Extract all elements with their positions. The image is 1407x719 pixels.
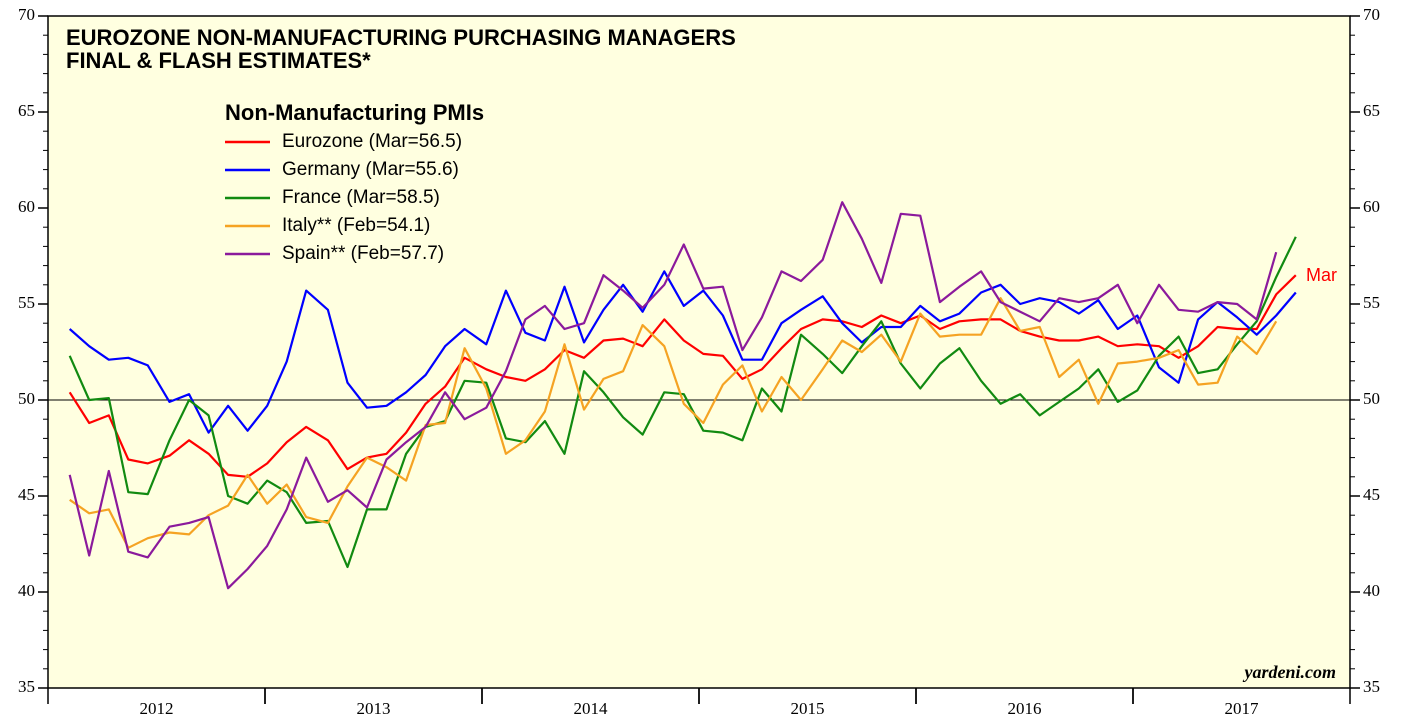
series-line xyxy=(68,270,1297,434)
series-line xyxy=(69,297,1278,549)
y-tick-label: 55 xyxy=(18,293,35,312)
y-tick-label: 70 xyxy=(18,5,35,24)
y-tick-label: 45 xyxy=(18,485,35,504)
x-tick-label: 2016 xyxy=(1008,699,1042,718)
legend-label: Spain** (Feb=57.7) xyxy=(282,243,444,264)
source: yardeni.com xyxy=(1243,662,1337,682)
end-annotation: Mar xyxy=(1306,265,1337,285)
y2-tick-label: 60 xyxy=(1363,197,1380,216)
y2-tick-label: 70 xyxy=(1363,5,1380,24)
y2-tick-label: 65 xyxy=(1363,101,1380,120)
x-tick-label: 2012 xyxy=(140,699,174,718)
chart-subtitle: FINAL & FLASH ESTIMATES* xyxy=(66,48,371,73)
series-line xyxy=(68,236,1297,569)
y-tick-label: 35 xyxy=(18,677,35,696)
y2-tick-label: 35 xyxy=(1363,677,1380,696)
y2-tick-label: 40 xyxy=(1363,581,1380,600)
legend-label: Germany (Mar=55.6) xyxy=(282,159,459,180)
series-line xyxy=(68,201,1278,590)
x-tick-label: 2014 xyxy=(574,699,609,718)
x-tick-label: 2013 xyxy=(357,699,391,718)
y2-tick-label: 45 xyxy=(1363,485,1380,504)
x-tick-label: 2017 xyxy=(1225,699,1260,718)
legend-label: Eurozone (Mar=56.5) xyxy=(282,131,462,152)
legend-label: Italy** (Feb=54.1) xyxy=(282,215,430,236)
series-line xyxy=(68,274,1297,478)
chart-title: EUROZONE NON-MANUFACTURING PURCHASING MA… xyxy=(66,25,736,50)
y2-tick-label: 50 xyxy=(1363,389,1380,408)
y-tick-label: 60 xyxy=(18,197,35,216)
x-tick-label: 2015 xyxy=(791,699,825,718)
y-tick-label: 50 xyxy=(18,389,35,408)
y-tick-label: 40 xyxy=(18,581,35,600)
legend-title: Non-Manufacturing PMIs xyxy=(225,100,484,125)
legend-label: France (Mar=58.5) xyxy=(282,187,440,208)
y-tick-label: 65 xyxy=(18,101,35,120)
y2-tick-label: 55 xyxy=(1363,293,1380,312)
